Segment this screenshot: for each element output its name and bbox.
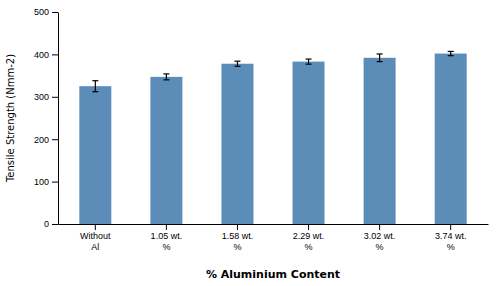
error-cap: [448, 55, 454, 56]
tick-mark: [95, 224, 96, 230]
tick-label-line: %: [305, 242, 313, 252]
tick-label-line: Without: [80, 231, 111, 241]
bar: [221, 64, 253, 224]
tick-label: 3.02 wt.%: [364, 231, 396, 251]
error-bar: [92, 81, 98, 92]
tick-mark: [308, 224, 309, 230]
bar: [435, 54, 467, 224]
tick-label: 1.58 wt.%: [222, 231, 254, 251]
error-cap: [448, 51, 454, 52]
tick-label: 1.05 wt.%: [151, 231, 183, 251]
tick-label-line: 1.05 wt.: [151, 231, 183, 241]
tick-label: 300: [34, 92, 49, 102]
y-axis-title: Tensile Strength (Nmm-2): [5, 54, 16, 183]
tick-label-line: %: [162, 242, 170, 252]
y-tick: 100: [34, 177, 58, 187]
tick-label-line: 1.58 wt.: [222, 231, 254, 241]
x-axis: WithoutAl1.05 wt.%1.58 wt.%2.29 wt.%3.02…: [59, 224, 489, 252]
y-tick: 500: [34, 7, 58, 17]
tick-label: 500: [34, 7, 49, 17]
error-bar: [234, 61, 240, 66]
y-tick: 400: [34, 50, 58, 60]
bar: [79, 86, 111, 224]
tick-label: WithoutAl: [80, 231, 111, 251]
y-tick: 200: [34, 135, 58, 145]
tick-mark: [52, 182, 58, 183]
error-cap: [234, 61, 240, 62]
bar: [150, 77, 182, 224]
tick-label: 2.29 wt.%: [293, 231, 325, 251]
x-tick: 1.58 wt.%: [222, 224, 254, 252]
error-line: [95, 81, 96, 92]
axis-line: [59, 224, 489, 225]
x-tick: WithoutAl: [80, 224, 111, 252]
error-bar: [377, 54, 383, 62]
tick-label-line: %: [376, 242, 384, 252]
y-axis: 0 100 200 300 400 500: [34, 7, 59, 229]
tick-mark: [52, 54, 58, 55]
bar: [293, 62, 325, 224]
chart: WithoutAl1.05 wt.%1.58 wt.%2.29 wt.%3.02…: [0, 0, 500, 286]
tick-label: 400: [34, 50, 49, 60]
tick-label: 3.74 wt.%: [435, 231, 467, 251]
tick-label: 200: [34, 135, 49, 145]
axis-line: [58, 13, 59, 225]
x-tick: 2.29 wt.%: [293, 224, 325, 252]
error-bar: [306, 59, 312, 64]
error-line: [450, 51, 451, 55]
marks: [79, 51, 466, 224]
error-line: [166, 74, 167, 80]
tick-label: 100: [34, 177, 49, 187]
tick-mark: [52, 139, 58, 140]
error-line: [379, 54, 380, 62]
error-cap: [163, 79, 169, 80]
x-axis-title: % Aluminium Content: [206, 268, 340, 281]
error-cap: [306, 58, 312, 59]
tick-label-line: 3.74 wt.: [435, 231, 467, 241]
tick-label-line: %: [447, 242, 455, 252]
tick-mark: [52, 224, 58, 225]
y-tick: 0: [44, 219, 58, 229]
error-cap: [92, 80, 98, 81]
tick-mark: [52, 97, 58, 98]
x-tick: 1.05 wt.%: [151, 224, 183, 252]
error-line: [237, 61, 238, 66]
tick-mark: [166, 224, 167, 230]
error-cap: [377, 53, 383, 54]
tick-label-line: 2.29 wt.: [293, 231, 325, 241]
x-tick: 3.02 wt.%: [364, 224, 396, 252]
error-cap: [234, 66, 240, 67]
tick-mark: [379, 224, 380, 230]
tick-mark: [237, 224, 238, 230]
error-cap: [377, 61, 383, 62]
bar: [364, 58, 396, 224]
error-bar: [448, 51, 454, 55]
error-bar: [163, 74, 169, 80]
tick-label-line: %: [233, 242, 241, 252]
y-tick: 300: [34, 92, 58, 102]
error-cap: [306, 64, 312, 65]
error-cap: [163, 73, 169, 74]
error-line: [308, 59, 309, 64]
x-tick: 3.74 wt.%: [435, 224, 467, 252]
tick-mark: [52, 12, 58, 13]
tick-label: 0: [44, 219, 49, 229]
tick-mark: [450, 224, 451, 230]
error-cap: [92, 91, 98, 92]
tick-label-line: Al: [91, 242, 99, 252]
tick-label-line: 3.02 wt.: [364, 231, 396, 241]
plot: WithoutAl1.05 wt.%1.58 wt.%2.29 wt.%3.02…: [34, 7, 489, 251]
